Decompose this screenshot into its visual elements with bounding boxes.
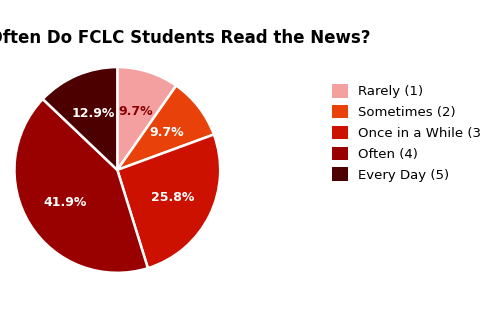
Legend: Rarely (1), Sometimes (2), Once in a While (3), Often (4), Every Day (5): Rarely (1), Sometimes (2), Once in a Whi… — [329, 81, 480, 184]
Wedge shape — [117, 85, 214, 170]
Title: How Often Do FCLC Students Read the News?: How Often Do FCLC Students Read the News… — [0, 29, 370, 47]
Text: 25.8%: 25.8% — [151, 191, 194, 204]
Text: 41.9%: 41.9% — [43, 196, 86, 209]
Wedge shape — [117, 134, 220, 268]
Text: 9.7%: 9.7% — [119, 105, 153, 118]
Text: 9.7%: 9.7% — [149, 126, 183, 139]
Wedge shape — [43, 67, 117, 170]
Wedge shape — [117, 67, 176, 170]
Text: 12.9%: 12.9% — [72, 107, 115, 120]
Wedge shape — [14, 99, 148, 273]
